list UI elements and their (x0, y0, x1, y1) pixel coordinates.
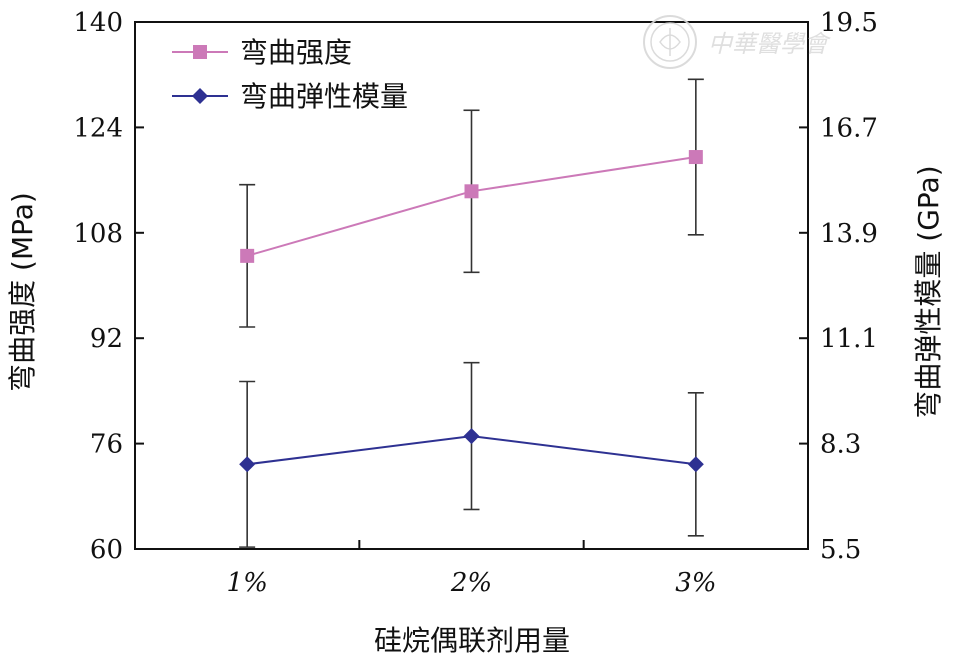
legend-item-strength: 弯曲强度 (172, 36, 352, 69)
y-right-tick-label: 11.1 (820, 324, 878, 354)
y-right-tick-label: 19.5 (820, 8, 878, 38)
data-point-square (240, 248, 255, 263)
x-tick-label: 1% (227, 568, 268, 598)
x-tick-label: 2% (450, 568, 492, 598)
y-left-tick-label: 92 (90, 324, 123, 354)
data-point-square (464, 184, 479, 199)
series-layer (239, 78, 704, 548)
y-left-tick-label: 124 (73, 113, 123, 143)
watermark-text: 中華醫學會 (708, 30, 831, 58)
legend-item-modulus: 弯曲弹性模量 (172, 80, 408, 113)
series-strength (239, 78, 704, 328)
data-point-diamond (687, 456, 704, 473)
square-marker-icon (193, 45, 207, 59)
seal-logo-icon (643, 15, 697, 69)
y-right-tick-label: 8.3 (820, 430, 861, 460)
y-left-tick-label: 76 (90, 430, 123, 460)
y-axis-left-title: 弯曲强度 (MPa) (6, 192, 39, 392)
axes: 60 76 92 108 124 140 5.5 8.3 11.1 13.9 16.7 19.5 1% 2… (73, 8, 878, 598)
plot-frame (134, 21, 809, 550)
x-axis-title: 硅烷偶联剂用量 (374, 624, 570, 657)
y-right-tick-label: 13.9 (820, 219, 878, 249)
watermark: 中華醫學會 (643, 15, 831, 69)
data-point-square (688, 150, 703, 165)
data-point-diamond (239, 456, 256, 473)
y-left-tick-label: 140 (73, 8, 123, 38)
y-left-tick-label: 108 (73, 219, 123, 249)
legend-label-modulus: 弯曲弹性模量 (240, 80, 408, 113)
legend: 弯曲强度 弯曲弹性模量 (172, 36, 408, 113)
x-tick-label: 3% (675, 568, 716, 598)
y-right-tick-label: 16.7 (820, 113, 878, 143)
legend-label-strength: 弯曲强度 (240, 36, 352, 69)
y-axis-right-title: 弯曲弹性模量 (GPa) (912, 165, 945, 418)
series-modulus (239, 361, 704, 548)
y-right-tick-label: 5.5 (820, 535, 861, 565)
diamond-marker-icon (192, 88, 208, 104)
data-point-diamond (463, 428, 480, 445)
y-left-tick-label: 60 (90, 535, 123, 565)
